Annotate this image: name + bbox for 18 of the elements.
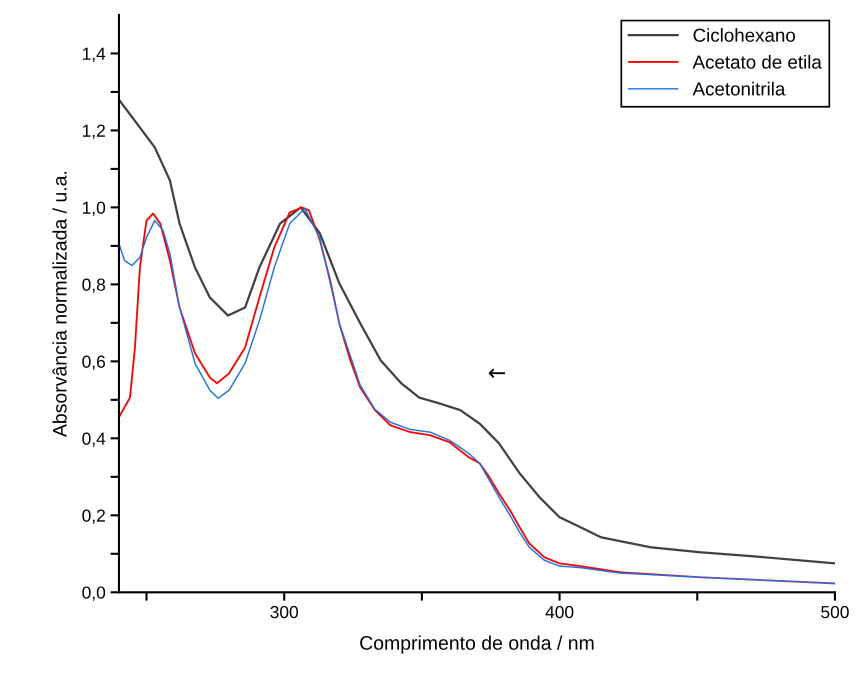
x-tick-label: 400 [545, 606, 574, 618]
y-tick-label: 1,4 [82, 48, 106, 62]
y-tick-label: 1,0 [82, 202, 106, 216]
y-tick-label: 0,8 [82, 278, 106, 293]
x-axis-title: Comprimento de onda / nm [360, 636, 594, 654]
y-axis-title: Absorvância normalizada / u.a. [52, 172, 67, 438]
y-tick-label: 0,0 [82, 586, 106, 601]
legend-label: Ciclohexano [694, 28, 795, 42]
y-tick-label: 0,6 [82, 356, 106, 370]
legend-label: Acetonitrila [692, 82, 786, 96]
x-tick-label: 300 [270, 606, 298, 618]
y-tick-label: 0,2 [82, 509, 105, 524]
y-tick-label: 0,4 [82, 432, 106, 447]
legend-label: Acetato de etila [692, 54, 822, 69]
line-series [118, 98, 835, 565]
annotation: ← [488, 368, 506, 378]
y-tick-label: 1,2 [82, 124, 105, 139]
x-tick-label: 500 [821, 606, 849, 618]
